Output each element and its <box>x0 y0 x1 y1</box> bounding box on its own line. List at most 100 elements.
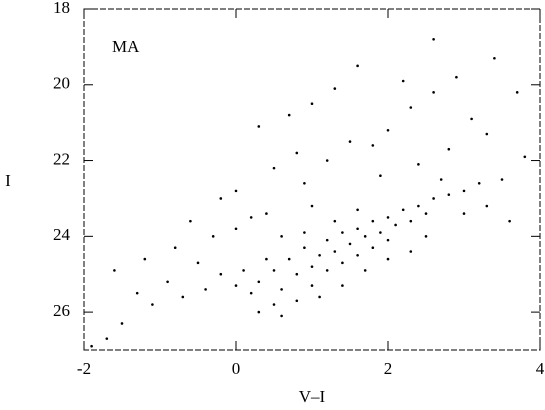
point <box>143 257 147 261</box>
point <box>386 238 390 242</box>
point <box>166 280 169 284</box>
point <box>439 178 443 181</box>
point <box>196 261 200 265</box>
x-tick-label: -2 <box>77 359 91 378</box>
point <box>333 250 337 253</box>
point <box>455 75 458 79</box>
point <box>280 314 283 318</box>
x-tick-label: 4 <box>536 359 545 378</box>
point <box>432 38 435 41</box>
x-axis-label: V–I <box>299 387 326 406</box>
point <box>386 216 390 219</box>
point <box>348 140 352 143</box>
point <box>409 219 413 223</box>
point <box>341 284 344 287</box>
point <box>189 219 192 223</box>
point <box>272 303 276 306</box>
point <box>424 212 428 215</box>
point <box>485 204 489 208</box>
y-tick-label: 18 <box>53 0 70 17</box>
point <box>280 235 283 238</box>
annotation: MA <box>112 37 140 56</box>
point <box>515 91 519 94</box>
point <box>356 64 359 68</box>
point <box>356 227 359 231</box>
point <box>181 295 185 299</box>
point <box>272 269 276 272</box>
point <box>432 197 435 200</box>
point <box>303 231 306 234</box>
point <box>249 291 253 295</box>
x-tick-label: 2 <box>384 359 393 378</box>
point <box>265 257 268 261</box>
point <box>295 299 299 303</box>
point <box>242 269 245 272</box>
point <box>348 242 352 246</box>
point <box>401 208 405 212</box>
y-tick-label: 26 <box>53 301 70 320</box>
point <box>485 132 489 136</box>
point <box>151 303 154 306</box>
point <box>219 272 223 276</box>
point <box>432 91 435 94</box>
point <box>333 219 337 223</box>
point <box>424 235 428 238</box>
point <box>219 197 223 200</box>
point <box>523 155 527 159</box>
point <box>90 344 93 348</box>
point <box>249 216 253 219</box>
point <box>371 219 375 223</box>
plot-frame <box>83 8 541 351</box>
point <box>325 269 329 272</box>
point <box>394 223 397 227</box>
point <box>310 102 314 106</box>
point <box>272 166 276 170</box>
point <box>341 261 344 265</box>
point <box>493 56 496 60</box>
y-tick-label: 24 <box>53 225 71 244</box>
point <box>310 204 314 208</box>
point <box>105 337 109 340</box>
point <box>135 291 139 295</box>
point <box>333 87 337 90</box>
point <box>386 257 390 261</box>
point <box>257 310 261 314</box>
point <box>234 189 238 193</box>
point <box>257 280 261 284</box>
point <box>265 212 268 215</box>
point <box>303 181 306 185</box>
point <box>113 269 116 272</box>
point <box>417 163 420 166</box>
point <box>462 212 466 215</box>
point <box>287 113 291 117</box>
point <box>318 295 321 299</box>
y-axis-label: I <box>5 171 11 190</box>
point <box>409 250 413 253</box>
point <box>120 322 124 325</box>
point <box>341 231 344 234</box>
point <box>371 144 375 147</box>
point <box>363 235 367 238</box>
point <box>356 253 359 257</box>
point <box>356 208 359 212</box>
point <box>470 117 473 121</box>
point <box>257 125 261 128</box>
point <box>280 288 283 291</box>
point <box>500 178 504 181</box>
point <box>371 246 375 249</box>
point <box>204 288 207 291</box>
point <box>295 272 299 276</box>
point <box>477 181 481 185</box>
point <box>211 235 215 238</box>
point <box>447 147 451 151</box>
x-tick-label: 0 <box>232 359 241 378</box>
y-tick-label: 20 <box>53 74 70 93</box>
point <box>325 238 329 242</box>
y-tick-label: 22 <box>53 149 70 168</box>
point <box>234 284 238 287</box>
point <box>295 151 299 155</box>
point <box>417 204 420 208</box>
point <box>363 269 367 272</box>
point <box>310 265 314 268</box>
